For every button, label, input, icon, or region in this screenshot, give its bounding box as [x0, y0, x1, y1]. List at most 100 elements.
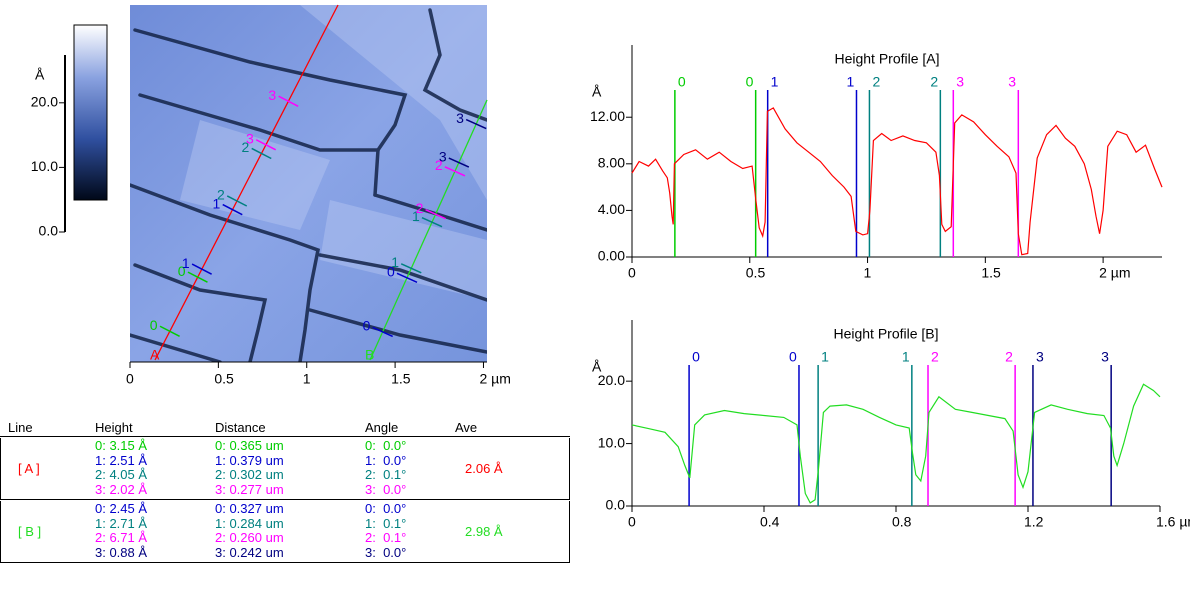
colorbar-tick-label: 10.0 — [31, 158, 58, 174]
profile-line — [369, 99, 488, 361]
column-header: Ave — [455, 420, 478, 435]
cursor-marker — [372, 326, 393, 338]
cursor-marker — [226, 195, 248, 207]
distance-value: 1: 0.284 um — [215, 515, 284, 531]
y-tick-label: 12.00 — [590, 108, 625, 124]
chart-title: Height Profile [A] — [834, 51, 939, 67]
cursor-marker — [187, 271, 208, 283]
cursor-label: 3 — [1008, 74, 1016, 90]
angle-value: 2: 0.1° — [365, 530, 407, 545]
cursor-marker-label: 0 — [387, 263, 395, 279]
cursor-marker-label: 1 — [182, 255, 190, 271]
cursor-marker — [278, 95, 299, 107]
average: 2.06 Å — [465, 461, 503, 476]
x-tick-label: 1 — [864, 265, 872, 281]
cursor-label: 3 — [1036, 349, 1044, 365]
cursor-label: 2 — [872, 74, 880, 90]
height-value: 3: 2.02 Å — [95, 481, 148, 497]
cursor-label: 0 — [678, 74, 686, 90]
height-value: 1: 2.51 Å — [95, 452, 148, 468]
x-tick-label: 2 µm — [479, 371, 510, 387]
y-tick-label: 10.0 — [598, 434, 625, 450]
profile-line — [154, 4, 339, 361]
cursor-marker-label: 2 — [435, 157, 443, 173]
cursor-marker-label: 0 — [363, 318, 371, 334]
cursor-label: 1 — [846, 74, 854, 90]
x-tick-label: 0 — [126, 371, 134, 387]
afm-image — [130, 5, 487, 362]
distance-value: 0: 0.365 um — [215, 438, 284, 453]
line-name: [ B ] — [18, 524, 42, 539]
x-tick-label: 0.8 — [892, 514, 912, 530]
distance-value: 1: 0.379 um — [215, 452, 284, 468]
column-header: Line — [8, 420, 33, 435]
cursor-marker — [421, 217, 443, 228]
x-tick-label: 0.5 — [746, 265, 766, 281]
row-box — [0, 501, 570, 563]
height-value: 2: 4.05 Å — [95, 467, 148, 482]
height-value: 2: 6.71 Å — [95, 530, 148, 545]
cursor-marker-label: 3 — [439, 148, 447, 164]
profile-trace — [631, 383, 1161, 504]
angle-value: 1: 0.0° — [365, 452, 407, 468]
cursor-label: 3 — [1101, 349, 1109, 365]
x-tick-label: 2 µm — [1099, 265, 1130, 281]
cursor-marker — [191, 263, 212, 275]
cursor-marker — [400, 263, 422, 274]
column-header: Distance — [215, 420, 266, 435]
y-tick-label: 0.00 — [598, 248, 625, 264]
angle-value: 3: 0.0° — [365, 544, 407, 560]
cursor-label: 0 — [789, 349, 797, 365]
colorbar-unit: Å — [35, 67, 45, 83]
cursor-label: 2 — [931, 349, 939, 365]
cursor-label: 2 — [1005, 349, 1013, 365]
rule — [0, 436, 570, 437]
table: Line Height Distance Angle Ave [ A ] 0: 3.15 Å… — [0, 418, 572, 615]
x-tick-label: 1 — [303, 371, 311, 387]
cursor-marker-label: 2 — [217, 187, 225, 203]
cursor-label: 0 — [692, 349, 700, 365]
cursor-marker — [448, 157, 470, 168]
height-value: 1: 2.71 Å — [95, 515, 148, 531]
angle-value: 3: 0.0° — [365, 481, 407, 497]
cursor-marker-label: 2 — [241, 139, 249, 155]
cursor-marker-label: 3 — [268, 87, 276, 103]
cursor-label: 1 — [821, 349, 829, 365]
cursor-marker — [465, 118, 487, 130]
cursor-marker — [425, 209, 446, 220]
cursor-marker-label: 0 — [178, 263, 186, 279]
colorbar-tick-label: 20.0 — [31, 94, 58, 110]
row-box — [0, 438, 570, 500]
y-tick-label: 20.0 — [598, 372, 625, 388]
distance-value: 3: 0.242 um — [215, 544, 284, 560]
cursor-marker-label: 0 — [150, 317, 158, 333]
angle-value: 1: 0.1° — [365, 515, 407, 531]
cursor-marker-label: 3 — [456, 110, 464, 126]
cursor-marker-label: 1 — [412, 208, 420, 224]
colorbar-tick-label: 0.0 — [39, 223, 59, 239]
y-unit: Å — [592, 84, 602, 100]
height-value: 0: 3.15 Å — [95, 438, 148, 453]
x-tick-label: 0 — [628, 514, 636, 530]
cursor-marker — [444, 166, 466, 177]
height-value: 0: 2.45 Å — [95, 501, 148, 516]
column-header: Height — [95, 420, 133, 435]
line-label: A — [150, 347, 160, 363]
x-tick-label: 0.5 — [214, 371, 234, 387]
cursor-label: 3 — [956, 74, 964, 90]
distance-value: 2: 0.260 um — [215, 530, 284, 545]
y-unit: Å — [592, 359, 602, 375]
y-tick-label: 8.00 — [598, 155, 625, 171]
x-tick-label: 0 — [628, 265, 636, 281]
column-header: Angle — [365, 420, 399, 435]
cursor-marker — [222, 203, 243, 216]
x-tick-label: 1.6 µm — [1156, 514, 1190, 530]
cursor-marker-label: 2 — [416, 200, 424, 216]
distance-value: 0: 0.327 um — [215, 501, 284, 516]
cursor-marker — [159, 325, 180, 337]
angle-value: 0: 0.0° — [365, 501, 407, 516]
distance-value: 3: 0.277 um — [215, 481, 284, 497]
angle-value: 2: 0.1° — [365, 467, 407, 482]
